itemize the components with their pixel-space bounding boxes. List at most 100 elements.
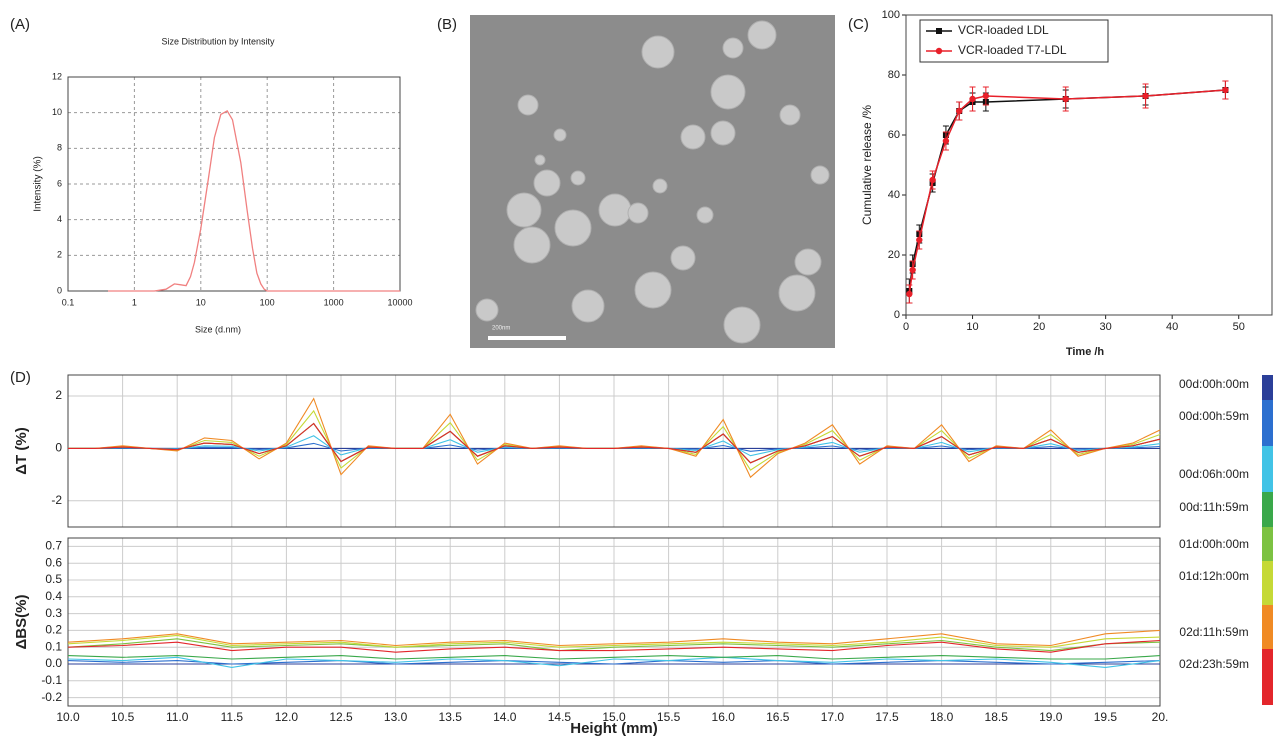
x-tick-label: 11.0 xyxy=(166,710,189,724)
data-line xyxy=(67,660,1161,665)
x-tick-label: 14.5 xyxy=(548,710,572,724)
data-line xyxy=(67,629,1161,647)
y-tick-label: 6 xyxy=(57,178,62,188)
y-tick-label: 0 xyxy=(894,309,900,321)
y-tick-label: 0.7 xyxy=(45,539,62,553)
data-line xyxy=(67,655,1161,660)
x-tick-label: 1 xyxy=(132,297,137,307)
y-tick-label: -2 xyxy=(51,493,62,507)
y-tick-label: 0.6 xyxy=(45,555,62,569)
chart-title: Size Distribution by Intensity xyxy=(161,36,275,46)
x-tick-label: 50 xyxy=(1233,321,1245,333)
y-tick-label: 0.0 xyxy=(45,656,62,670)
marker xyxy=(956,107,963,115)
legend-label: 00d:06h:00m xyxy=(1179,467,1249,481)
y-tick-label: 40 xyxy=(888,189,900,201)
legend-swatch xyxy=(1262,375,1273,400)
legend-label: 00d:11h:59m xyxy=(1179,500,1248,514)
x-tick-label: 100 xyxy=(260,297,275,307)
x-tick-label: 20 xyxy=(1033,321,1045,333)
plot-frame xyxy=(905,14,1273,316)
legend-label: VCR-loaded LDL xyxy=(958,23,1049,37)
y-tick-label: 60 xyxy=(888,129,900,141)
x-tick-label: 17.0 xyxy=(821,710,845,724)
legend-swatch xyxy=(1262,605,1273,649)
x-tick-label: 19.5 xyxy=(1094,710,1118,724)
data-line xyxy=(68,422,1161,464)
marker xyxy=(982,92,990,100)
legend-swatch xyxy=(1262,561,1273,605)
data-line xyxy=(108,110,400,292)
legend-swatch xyxy=(1262,446,1273,492)
x-tick-label: 10.5 xyxy=(111,710,135,724)
panel-label: (D) xyxy=(10,369,31,386)
x-tick-label: 30 xyxy=(1100,321,1112,333)
x-tick-label: 10 xyxy=(966,321,978,333)
marker xyxy=(906,290,913,298)
tem-image: 200nm xyxy=(470,15,835,348)
y-tick-label: -0.2 xyxy=(41,690,62,704)
y-tick-label: 8 xyxy=(57,143,62,153)
legend-label: 00d:00h:59m xyxy=(1179,409,1249,423)
marker xyxy=(916,236,923,244)
legend-swatch xyxy=(1262,492,1273,527)
y-tick-label: 0.4 xyxy=(45,589,62,603)
marker xyxy=(909,266,916,274)
y-tick-label: 0.2 xyxy=(45,623,62,637)
legend-label: 00d:00h:00m xyxy=(1179,377,1249,391)
x-tick-label: 12.5 xyxy=(329,710,353,724)
data-line xyxy=(67,638,1161,652)
y-tick-label: 10 xyxy=(52,107,62,117)
legend-label: 02d:11h:59m xyxy=(1179,625,1248,639)
y-axis-label: Cumulative release /% xyxy=(860,105,874,225)
x-tick-label: 12.0 xyxy=(275,710,299,724)
x-tick-label: 15.5 xyxy=(657,710,681,724)
y-tick-label: 2 xyxy=(57,250,62,260)
plot-frame xyxy=(67,537,1161,707)
x-tick-label: 0 xyxy=(903,321,909,333)
x-tick-label: 14.0 xyxy=(493,710,517,724)
y-axis-label: ΔBS(%) xyxy=(13,595,30,650)
data-line xyxy=(67,634,1161,648)
panel-label: (B) xyxy=(437,16,457,33)
x-axis-label: Size (d.nm) xyxy=(195,324,241,334)
x-tick-label: 10.0 xyxy=(56,710,80,724)
x-tick-label: 0.1 xyxy=(62,297,75,307)
y-tick-label: 0 xyxy=(57,285,62,295)
y-tick-label: 0.3 xyxy=(45,606,62,620)
marker xyxy=(1222,86,1229,94)
legend-swatch xyxy=(1262,400,1273,446)
x-tick-label: 18.0 xyxy=(930,710,954,724)
legend-label: 01d:12h:00m xyxy=(1179,569,1249,583)
legend-label: VCR-loaded T7-LDL xyxy=(958,43,1067,57)
marker xyxy=(942,137,950,145)
y-tick-label: 0.5 xyxy=(45,572,62,586)
data-line xyxy=(67,639,1161,653)
plot-frame xyxy=(67,76,401,292)
y-axis-label: ΔT (%) xyxy=(13,427,30,474)
marker xyxy=(969,95,976,103)
panel-label: (C) xyxy=(848,16,869,33)
legend-marker xyxy=(935,47,943,55)
marker xyxy=(929,176,936,184)
x-axis-label: Time /h xyxy=(1066,346,1105,358)
x-tick-label: 1000 xyxy=(324,297,344,307)
x-tick-label: 16.0 xyxy=(712,710,736,724)
x-axis-label: Height (mm) xyxy=(570,720,658,737)
legend-label: 01d:00h:00m xyxy=(1179,537,1249,551)
y-tick-label: 0 xyxy=(55,441,62,455)
x-tick-label: 10 xyxy=(196,297,206,307)
x-tick-label: 16.5 xyxy=(766,710,790,724)
data-line xyxy=(67,656,1161,668)
x-tick-label: 19.0 xyxy=(1039,710,1063,724)
y-tick-label: 20 xyxy=(888,249,900,261)
x-tick-label: 10000 xyxy=(387,297,412,307)
x-tick-label: 15.0 xyxy=(602,710,626,724)
y-tick-label: 12 xyxy=(52,71,62,81)
data-line xyxy=(908,89,1226,295)
x-tick-label: 40 xyxy=(1166,321,1178,333)
x-tick-label: 20. xyxy=(1152,710,1169,724)
scale-label: 200nm xyxy=(492,326,510,332)
x-tick-label: 13.0 xyxy=(384,710,408,724)
legend-label: 02d:23h:59m xyxy=(1179,657,1249,671)
